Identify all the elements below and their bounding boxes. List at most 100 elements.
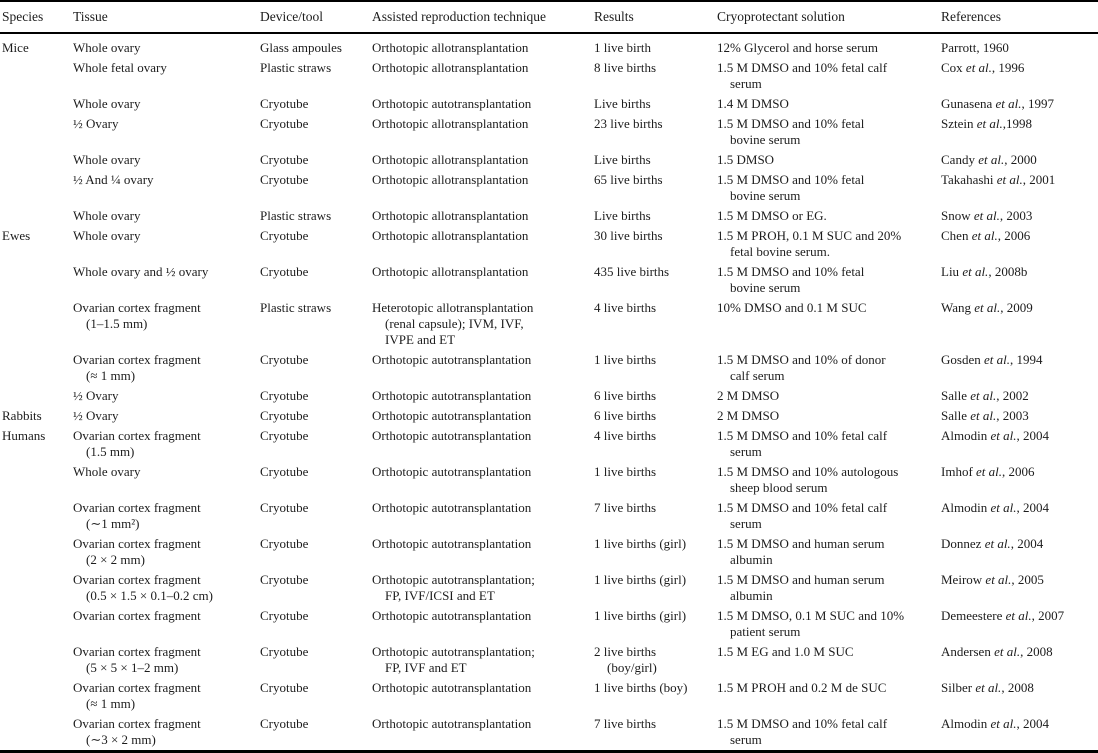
cell-reference: Almodin et al., 2004 [941, 426, 1098, 462]
cell-assisted-reproduction-technique: Orthotopic allotransplantation [372, 264, 529, 279]
cell-device-tool: Cryotube [260, 96, 309, 111]
cell-assisted-reproduction-technique: Orthotopic allotransplantation [372, 116, 529, 131]
cell-results: 7 live births [594, 500, 657, 515]
reference-year: , 2003 [999, 208, 1033, 223]
table-row: Ewes Whole ovary Cryotube Orthotopic allotr… [0, 226, 1098, 262]
cell-cryoprotectant-solution: 1.5 M DMSO or EG. [717, 208, 827, 223]
cell-tissue: Ovarian cortex fragment (≈ 1 mm) [73, 352, 201, 383]
cell-tissue: ½ Ovary [73, 116, 119, 131]
cell-results: 23 live births [594, 116, 663, 131]
reference-author: Salle [941, 388, 967, 403]
cell-results: 1 live births [594, 352, 657, 367]
column-header-device-tool: Device/tool [260, 1, 372, 34]
cell-device-tool: Cryotube [260, 428, 309, 443]
cell-assisted-reproduction-technique: Orthotopic autotransplantation [372, 608, 532, 623]
cell-cryoprotectant-solution: 1.5 M DMSO and 10% fetal calf serum [717, 428, 888, 459]
cell-device-tool: Cryotube [260, 536, 309, 551]
cell-results: 1 live births [594, 464, 657, 479]
cell-assisted-reproduction-technique: Orthotopic allotransplantation [372, 228, 529, 243]
cell-tissue: Ovarian cortex fragment [73, 608, 201, 623]
cell-tissue: Whole ovary [73, 464, 141, 479]
reference-year: , 1996 [991, 60, 1025, 75]
cell-cryoprotectant-solution: 1.4 M DMSO [717, 96, 789, 111]
table-header: Species Tissue Device/tool Assisted repr… [0, 1, 1098, 34]
reference-author: Chen [941, 228, 969, 243]
cell-reference: Salle et al., 2002 [941, 386, 1098, 406]
cell-assisted-reproduction-technique: Heterotopic allotransplantation (renal c… [372, 300, 534, 347]
reference-author: Parrott [941, 40, 977, 55]
cell-results: 1 live births (boy) [594, 680, 688, 695]
cell-device-tool: Cryotube [260, 408, 309, 423]
cell-device-tool: Cryotube [260, 264, 309, 279]
cell-reference: Almodin et al., 2004 [941, 498, 1098, 534]
cell-device-tool: Cryotube [260, 716, 309, 731]
column-header-references: References [941, 1, 1098, 34]
cell-species [0, 150, 73, 170]
reference-author: Meirow [941, 572, 983, 587]
reference-et-al: et al. [993, 172, 1023, 187]
cell-reference: Imhof et al., 2006 [941, 462, 1098, 498]
table-row: Whole ovary Cryotube Orthotopic autotransp… [0, 94, 1098, 114]
cell-tissue: Ovarian cortex fragment (1.5 mm) [73, 428, 201, 459]
cell-device-tool: Cryotube [260, 116, 309, 131]
cell-reference: Meirow et al., 2005 [941, 570, 1098, 606]
reference-et-al: et al. [987, 500, 1017, 515]
cell-assisted-reproduction-technique: Orthotopic allotransplantation [372, 152, 529, 167]
reference-year: , 1960 [976, 40, 1009, 55]
cell-results: 435 live births [594, 264, 670, 279]
cell-tissue: Ovarian cortex fragment (0.5 × 1.5 × 0.1… [73, 572, 213, 603]
cell-species [0, 58, 73, 94]
reference-year: ,1998 [1002, 116, 1032, 131]
cell-device-tool: Cryotube [260, 152, 309, 167]
cell-tissue: Whole fetal ovary [73, 60, 167, 75]
reference-year: , 2004 [1010, 536, 1044, 551]
cell-device-tool: Cryotube [260, 500, 309, 515]
cell-species [0, 714, 73, 752]
cell-results: 65 live births [594, 172, 663, 187]
table-row: Rabbits ½ Ovary Cryotube Orthotopic autotra… [0, 406, 1098, 426]
cell-device-tool: Cryotube [260, 464, 309, 479]
reference-year: , 2004 [1016, 500, 1049, 515]
cell-cryoprotectant-solution: 12% Glycerol and horse serum [717, 40, 879, 55]
cell-reference: Almodin et al., 2004 [941, 714, 1098, 752]
cell-tissue: Ovarian cortex fragment (≈ 1 mm) [73, 680, 201, 711]
cell-tissue: Whole ovary [73, 152, 141, 167]
cell-cryoprotectant-solution: 1.5 DMSO [717, 152, 775, 167]
cell-assisted-reproduction-technique: Orthotopic autotransplantation [372, 408, 532, 423]
reference-year: , 1997 [1021, 96, 1055, 111]
cell-species: Rabbits [2, 408, 42, 423]
cell-assisted-reproduction-technique: Orthotopic autotransplantation [372, 464, 532, 479]
table-row: Ovarian cortex fragment (5 × 5 × 1–2 mm)… [0, 642, 1098, 678]
table-row: Whole ovary Plastic straws Orthotopic allo… [0, 206, 1098, 226]
cell-cryoprotectant-solution: 1.5 M DMSO, 0.1 M SUC and 10% patient se… [717, 608, 905, 639]
cell-assisted-reproduction-technique: Orthotopic autotransplantation [372, 96, 532, 111]
reference-et-al: et al. [987, 716, 1017, 731]
table-row: ½ Ovary Cryotube Orthotopic autotransplant… [0, 386, 1098, 406]
cell-tissue: Whole ovary [73, 40, 141, 55]
cell-species [0, 534, 73, 570]
cell-cryoprotectant-solution: 10% DMSO and 0.1 M SUC [717, 300, 867, 315]
cell-reference: Salle et al., 2003 [941, 406, 1098, 426]
cell-assisted-reproduction-technique: Orthotopic autotransplantation [372, 500, 532, 515]
reference-author: Sztein [941, 116, 974, 131]
reference-et-al: et al. [1002, 608, 1032, 623]
cell-assisted-reproduction-technique: Orthotopic allotransplantation [372, 40, 529, 55]
cell-results: 30 live births [594, 228, 663, 243]
cell-cryoprotectant-solution: 1.5 M EG and 1.0 M SUC [717, 644, 854, 659]
reference-author: Demeestere [941, 608, 1003, 623]
cell-assisted-reproduction-technique: Orthotopic allotransplantation [372, 60, 529, 75]
cell-results: 4 live births [594, 300, 657, 315]
cell-assisted-reproduction-technique: Orthotopic autotransplantation [372, 536, 532, 551]
cell-species: Mice [2, 40, 29, 55]
table-row: Whole ovary Cryotube Orthotopic autotransp… [0, 462, 1098, 498]
cell-species [0, 642, 73, 678]
reference-author: Almodin [941, 500, 988, 515]
table-row: Ovarian cortex fragment (∼1 mm²) Cryotube… [0, 498, 1098, 534]
cell-reference: Gunasena et al., 1997 [941, 94, 1098, 114]
reference-author: Andersen [941, 644, 991, 659]
reference-year: , 2003 [996, 408, 1029, 423]
reference-year: , 2008b [988, 264, 1028, 279]
cell-assisted-reproduction-technique: Orthotopic autotransplantation; FP, IVF … [372, 644, 535, 675]
table-row: Ovarian cortex fragment (2 × 2 mm) Cryotu… [0, 534, 1098, 570]
reference-et-al: et al. [967, 388, 997, 403]
